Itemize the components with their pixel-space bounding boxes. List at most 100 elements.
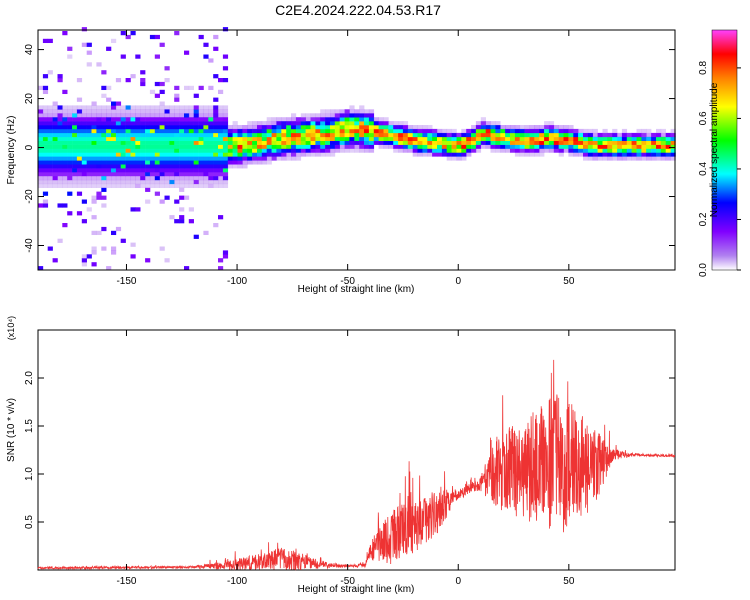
spectrogram-cell (164, 172, 170, 177)
spectrogram-cell (339, 113, 345, 118)
spectrogram-cell (106, 144, 112, 149)
spectrogram-cell (359, 128, 365, 134)
spectrogram-cell (174, 109, 180, 114)
spectrogram-cell (149, 140, 156, 145)
spectrogram-cell (169, 140, 175, 145)
spectrogram-cell (208, 156, 214, 161)
spectrogram-cell (140, 70, 146, 75)
spectrogram-cell (315, 144, 321, 149)
spectrogram-cell (281, 140, 287, 145)
spectrogram-cell (57, 144, 63, 149)
spectrogram-cell (325, 152, 331, 157)
spectrogram-cell (232, 140, 238, 145)
spectrogram-cell (193, 156, 199, 161)
spectrogram-cell (471, 140, 477, 145)
spectrogram-cell (184, 176, 190, 181)
spectrogram-cell (412, 148, 418, 153)
spectrogram-cell (164, 113, 170, 118)
spectrogram-cell (315, 128, 321, 134)
spectrogram-cell (222, 117, 229, 122)
spectrogram-cell (524, 132, 530, 138)
spectrogram-cell (441, 132, 448, 138)
spectrogram-y-label: Frequency (Hz) (6, 116, 17, 185)
spectrogram-cell (135, 144, 141, 149)
spectrogram-cell (115, 113, 122, 118)
spectrogram-cell (198, 121, 204, 126)
spectrogram-cell (665, 140, 671, 145)
spectrogram-cell (237, 128, 243, 134)
spectrogram-cell (38, 109, 44, 114)
spectrogram-cell (417, 125, 423, 130)
spectrogram-cell (300, 125, 306, 130)
spectrogram-cell (115, 144, 122, 149)
spectrogram-cell (441, 148, 448, 153)
spectrogram-cell (101, 113, 107, 118)
spectrogram-cell (456, 140, 462, 145)
spectrogram-cell (368, 144, 375, 149)
spectrogram-cell (276, 136, 282, 142)
spectrogram-cell (38, 136, 44, 142)
spectrogram-cell (184, 125, 190, 130)
spectrogram-cell (218, 105, 224, 110)
spectrogram-cell (159, 105, 165, 110)
x-tick-label: 0 (455, 576, 461, 587)
spectrogram-cell (359, 117, 365, 122)
spectrogram-cell (529, 140, 535, 145)
spectrogram-cell (656, 128, 662, 134)
spectrogram-cell (130, 105, 136, 110)
spectrogram-cell (295, 156, 302, 161)
spectrogram-cell (81, 132, 87, 138)
spectrogram-cell (461, 136, 467, 142)
spectrogram-cell (665, 132, 671, 138)
spectrogram-cell (402, 121, 409, 126)
spectrogram-cell (325, 148, 331, 153)
spectrogram-cell (495, 144, 501, 149)
colorbar-tick-label: 0.6 (698, 111, 709, 125)
spectrogram-cell (670, 132, 676, 138)
spectrogram-cell (334, 125, 340, 130)
spectrogram-cell (257, 160, 263, 165)
spectrogram-cell (548, 128, 555, 134)
spectrogram-cell (198, 156, 204, 161)
spectrogram-cell (519, 125, 525, 130)
spectrogram-cell (72, 132, 78, 138)
spectrogram-cell (47, 144, 53, 149)
spectrogram-cell (670, 152, 676, 157)
spectrogram-cell (578, 140, 584, 145)
spectrogram-cell (135, 113, 141, 118)
spectrogram-cell (402, 132, 409, 138)
spectrogram-cell (427, 132, 433, 138)
spectrogram-cell (42, 144, 49, 149)
spectrogram-cell (130, 176, 136, 181)
spectrogram-cell (466, 140, 472, 145)
spectrogram-cell (587, 128, 594, 134)
spectrogram-cell (96, 148, 102, 153)
spectrogram-cell (417, 152, 423, 157)
spectrogram-cell (339, 148, 345, 153)
spectrogram-cell (281, 152, 287, 157)
spectrogram-cell (130, 172, 136, 177)
spectrogram-cell (266, 125, 272, 130)
spectrogram-cell (47, 117, 53, 122)
spectrogram-cell (111, 148, 117, 153)
spectrogram-cell (427, 148, 433, 153)
spectrogram-cell (81, 254, 87, 259)
spectrogram-cell (62, 183, 68, 189)
spectrogram-cell (373, 121, 379, 126)
spectrogram-cell (208, 168, 214, 173)
spectrogram-cell (514, 128, 521, 134)
spectrogram-cell (169, 152, 175, 157)
spectrogram-cell (159, 199, 165, 204)
spectrogram-cell (500, 144, 506, 149)
spectrogram-cell (115, 164, 122, 169)
spectrogram-cell (261, 160, 267, 165)
spectrogram-cell (227, 152, 233, 157)
spectrogram-cell (184, 152, 190, 157)
spectrogram-cell (130, 136, 136, 142)
spectrogram-cell (101, 148, 107, 153)
spectrogram-cell (446, 140, 452, 145)
spectrogram-cell (67, 211, 73, 216)
spectrogram-cell (432, 152, 438, 157)
spectrogram-cell (130, 168, 136, 173)
spectrogram-cell (398, 125, 404, 130)
